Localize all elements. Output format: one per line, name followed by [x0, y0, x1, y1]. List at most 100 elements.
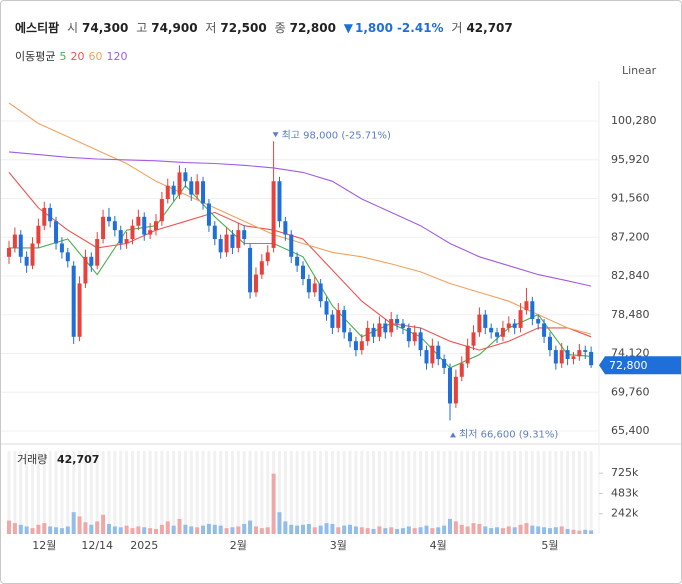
- volume-bar: [477, 523, 482, 534]
- volume-bar: [77, 516, 82, 534]
- volume-bar: [547, 528, 552, 534]
- candle-body: [171, 185, 176, 195]
- volume-tick-label: 483k: [611, 487, 639, 500]
- candle-body: [348, 332, 353, 342]
- volume-bar: [406, 526, 411, 534]
- candle-body: [242, 230, 247, 240]
- volume-bar: [365, 528, 370, 534]
- price-tag: [599, 356, 681, 375]
- label: 시: [67, 21, 79, 35]
- volume-bar: [89, 524, 94, 534]
- volume-bar: [48, 526, 53, 534]
- candle-body: [442, 359, 447, 368]
- candle-body: [518, 310, 523, 328]
- volume-bar: [65, 526, 70, 534]
- volume-bar: [506, 526, 511, 534]
- candle-body: [230, 234, 235, 248]
- candle-body: [306, 279, 311, 293]
- candle-body: [118, 230, 123, 244]
- candle-body: [54, 221, 59, 244]
- candle-body: [195, 181, 200, 195]
- volume-bar: [336, 527, 341, 534]
- candle-body: [95, 239, 100, 266]
- volume-bar: [577, 530, 582, 534]
- label: 거: [451, 21, 463, 35]
- volume-bar: [124, 525, 129, 534]
- legend-entry: 5: [59, 50, 67, 63]
- volume-bar: [154, 528, 158, 534]
- candle-body: [142, 216, 147, 235]
- volume-bar: [453, 521, 458, 534]
- value: 72,800: [289, 21, 336, 35]
- volume-bar: [430, 528, 435, 534]
- y-tick-label: 100,280: [611, 114, 657, 127]
- candle-body: [18, 234, 23, 257]
- candle-body: [365, 327, 370, 342]
- candle-body: [248, 247, 253, 293]
- candle-body: [136, 216, 141, 226]
- volume-bar: [306, 523, 311, 534]
- stock-name: 에스티팜: [15, 21, 60, 35]
- candle-body: [512, 323, 517, 328]
- ma-line: [8, 102, 592, 335]
- candle-body: [236, 230, 241, 248]
- volume-bar: [106, 523, 111, 534]
- volume-bar: [559, 526, 564, 534]
- candle-body: [412, 332, 417, 342]
- candle-body: [201, 181, 206, 204]
- candle-body: [301, 265, 305, 280]
- candle-body: [436, 345, 441, 360]
- volume-bar: [148, 528, 153, 534]
- volume-bar: [324, 523, 329, 534]
- candle-body: [400, 323, 405, 328]
- label: 종: [274, 21, 286, 35]
- candle-body: [89, 256, 94, 266]
- volume-bar: [412, 528, 417, 534]
- volume-bar: [377, 526, 382, 534]
- x-tick-label: 12월: [32, 539, 56, 552]
- candle-body: [101, 216, 106, 240]
- volume-bar: [236, 526, 241, 534]
- volume-bar: [54, 527, 59, 534]
- scale-toggle[interactable]: Linear: [622, 64, 657, 77]
- volume-bar: [518, 524, 523, 534]
- x-tick-label: 2025: [130, 539, 158, 552]
- volume-bar: [112, 526, 117, 534]
- candle-body: [383, 323, 388, 333]
- volume-bar: [259, 528, 264, 534]
- volume-bar: [283, 521, 288, 534]
- y-tick-label: 65,400: [611, 424, 650, 437]
- volume-last: 42,707: [57, 453, 99, 466]
- volume-bar: [159, 524, 164, 534]
- volume-bar: [536, 526, 541, 534]
- volume-bar: [265, 527, 270, 534]
- volume-tick-label: 242k: [611, 507, 639, 520]
- volume-bar: [130, 528, 135, 534]
- y-tick-label: 95,920: [611, 153, 650, 166]
- value: 42,707: [466, 21, 513, 35]
- candle-body: [71, 265, 76, 337]
- candle-body: [24, 256, 29, 266]
- candle-body: [65, 252, 70, 262]
- candle-body: [30, 243, 35, 266]
- volume-bar: [371, 528, 376, 534]
- candle-body: [406, 327, 411, 342]
- candle-body: [165, 185, 170, 200]
- volume-bar: [248, 520, 253, 534]
- volume-tick-label: 725k: [611, 466, 639, 479]
- candle-body: [124, 239, 129, 244]
- candle-body: [424, 350, 429, 364]
- candle-body: [224, 234, 229, 253]
- volume-bar: [224, 528, 229, 534]
- volume-bar: [177, 518, 182, 534]
- candle-body: [565, 350, 570, 360]
- candle-body: [583, 350, 588, 352]
- candle-body: [42, 207, 47, 226]
- volume-bar: [171, 525, 176, 534]
- candle-body: [453, 376, 458, 404]
- candle-body: [159, 199, 164, 222]
- legend-title: 이동평균: [15, 50, 56, 63]
- candle-body: [177, 172, 182, 195]
